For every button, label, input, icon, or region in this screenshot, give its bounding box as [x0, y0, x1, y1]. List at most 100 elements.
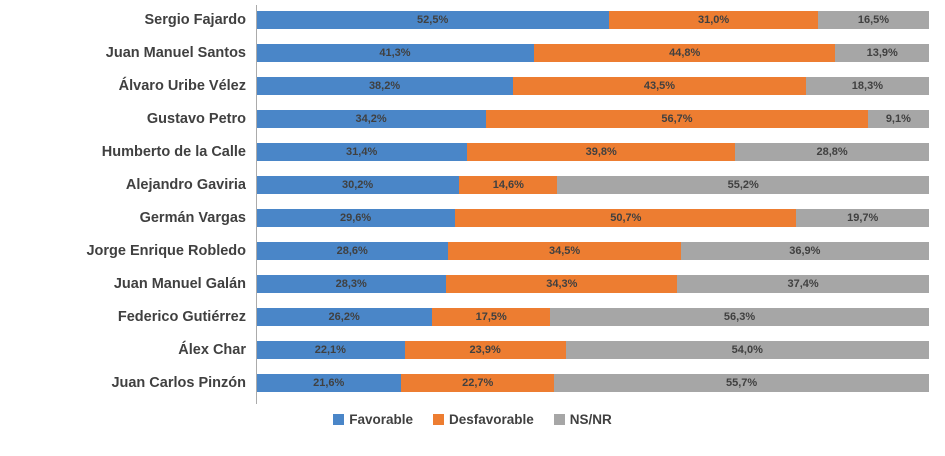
bar-segment-favorable: 31,4% — [256, 142, 468, 161]
category-label: Sergio Fajardo — [144, 11, 246, 28]
bar-value-label: 54,0% — [731, 343, 763, 356]
bar-value-label: 30,2% — [342, 178, 374, 191]
bar-segment-ns-nr: 16,5% — [817, 10, 929, 29]
bar-value-label: 55,7% — [725, 376, 758, 389]
bar-segment-desfavorable: 50,7% — [455, 208, 797, 227]
bar-value-label: 55,2% — [727, 178, 759, 191]
bar-segment-ns-nr: 37,4% — [677, 274, 929, 293]
bar-value-label: 31,0% — [698, 13, 730, 26]
chart-row: Jorge Enrique Robledo 28,6% 34,5% 36,9% — [0, 234, 945, 267]
category-label: Juan Carlos Pinzón — [111, 374, 246, 391]
bar-segment-desfavorable: 43,5% — [513, 76, 806, 95]
bar-segment-favorable: 29,6% — [256, 208, 456, 227]
bar-segment-ns-nr: 54,0% — [565, 340, 929, 359]
bar-segment-favorable: 22,1% — [256, 340, 405, 359]
legend-swatch-desfavorable — [432, 414, 444, 425]
bar-value-label: 19,7% — [847, 211, 879, 224]
stacked-bar: 31,4% 39,8% 28,8% — [256, 142, 929, 161]
bar-value-label: 37,4% — [787, 277, 819, 290]
bar-value-label: 26,2% — [328, 310, 360, 323]
bar-segment-favorable: 38,2% — [256, 76, 514, 95]
category-label: Humberto de la Calle — [101, 143, 246, 160]
legend-item-favorable: Favorable — [333, 412, 413, 427]
stacked-bar: 41,3% 44,8% 13,9% — [256, 43, 929, 62]
bar-value-label: 28,3% — [335, 277, 367, 290]
bar-value-label: 23,9% — [469, 343, 501, 356]
bar-value-label: 22,1% — [314, 343, 346, 356]
chart-row: Juan Manuel Santos 41,3% 44,8% 13,9% — [0, 36, 945, 69]
bar-segment-favorable: 28,6% — [256, 241, 449, 260]
bar-value-label: 13,9% — [866, 46, 898, 59]
bar-segment-ns-nr: 9,1% — [867, 109, 929, 128]
bar-segment-favorable: 21,6% — [256, 373, 402, 392]
category-label: Juan Manuel Santos — [105, 44, 246, 61]
bar-segment-favorable: 41,3% — [256, 43, 534, 62]
bar-value-label: 56,3% — [723, 310, 756, 323]
legend-item-desfavorable: Desfavorable — [432, 412, 534, 427]
bar-segment-desfavorable: 14,6% — [459, 175, 558, 194]
category-label: Juan Manuel Galán — [113, 275, 246, 292]
category-label: Federico Gutiérrez — [117, 308, 246, 325]
legend-label: Desfavorable — [448, 412, 534, 427]
bar-value-label: 34,3% — [546, 277, 578, 290]
bar-value-label: 34,2% — [355, 112, 387, 125]
category-label: Gustavo Petro — [146, 110, 246, 127]
bar-value-label: 38,2% — [368, 79, 401, 92]
category-label: Germán Vargas — [139, 209, 246, 226]
legend-swatch-favorable — [333, 414, 345, 425]
legend-swatch-ns-nr — [553, 414, 565, 425]
bar-segment-desfavorable: 34,5% — [448, 241, 681, 260]
bar-value-label: 52,5% — [417, 13, 449, 26]
category-axis-line — [256, 5, 257, 404]
bar-value-label: 22,7% — [462, 376, 494, 389]
stacked-bar: 28,3% 34,3% 37,4% — [256, 274, 929, 293]
stacked-bar: 38,2% 43,5% 18,3% — [256, 76, 929, 95]
category-label: Álvaro Uribe Vélez — [118, 77, 246, 94]
chart-row: Sergio Fajardo 52,5% 31,0% 16,5% — [0, 3, 945, 36]
chart-row: Federico Gutiérrez 26,2% 17,5% 56,3% — [0, 300, 945, 333]
bar-value-label: 36,9% — [789, 244, 821, 257]
bar-value-label: 17,5% — [475, 310, 507, 323]
stacked-bar: 21,6% 22,7% 55,7% — [256, 373, 929, 392]
bar-value-label: 41,3% — [379, 46, 411, 59]
bar-value-label: 18,3% — [851, 79, 883, 92]
chart-row: Gustavo Petro 34,2% 56,7% 9,1% — [0, 102, 945, 135]
category-label: Jorge Enrique Robledo — [86, 242, 246, 259]
stacked-bar: 26,2% 17,5% 56,3% — [256, 307, 929, 326]
chart-row: Juan Carlos Pinzón 21,6% 22,7% 55,7% — [0, 366, 945, 399]
bar-segment-desfavorable: 34,3% — [446, 274, 678, 293]
bar-segment-ns-nr: 56,3% — [550, 307, 929, 326]
bar-segment-desfavorable: 56,7% — [486, 109, 868, 128]
bar-segment-favorable: 34,2% — [256, 109, 487, 128]
bar-value-label: 14,6% — [492, 178, 524, 191]
bar-value-label: 16,5% — [857, 13, 890, 26]
bar-value-label: 29,6% — [340, 211, 372, 224]
bar-value-label: 44,8% — [669, 46, 701, 59]
bar-segment-ns-nr: 18,3% — [805, 76, 929, 95]
bar-value-label: 28,8% — [816, 145, 848, 158]
chart-row: Juan Manuel Galán 28,3% 34,3% 37,4% — [0, 267, 945, 300]
stacked-bar: 30,2% 14,6% 55,2% — [256, 175, 929, 194]
bar-segment-desfavorable: 22,7% — [401, 373, 555, 392]
bar-value-label: 50,7% — [610, 211, 642, 224]
stacked-bar: 34,2% 56,7% 9,1% — [256, 109, 929, 128]
bar-value-label: 28,6% — [336, 244, 368, 257]
bar-segment-ns-nr: 13,9% — [835, 43, 929, 62]
bar-value-label: 31,4% — [346, 145, 378, 158]
bar-segment-favorable: 30,2% — [256, 175, 460, 194]
stacked-bar: 52,5% 31,0% 16,5% — [256, 10, 929, 29]
bar-value-label: 21,6% — [313, 376, 345, 389]
bar-segment-desfavorable: 44,8% — [533, 43, 836, 62]
legend-item-ns-nr: NS/NR — [553, 412, 612, 427]
bar-value-label: 34,5% — [548, 244, 581, 257]
chart-plot-area: Sergio Fajardo 52,5% 31,0% 16,5% Juan Manuel… — [0, 3, 945, 404]
bar-value-label: 9,1% — [885, 112, 911, 125]
bar-segment-ns-nr: 28,8% — [735, 142, 929, 161]
bar-segment-desfavorable: 23,9% — [404, 340, 566, 359]
category-label: Álex Char — [178, 341, 246, 358]
category-label: Alejandro Gaviria — [125, 176, 246, 193]
bar-segment-favorable: 28,3% — [256, 274, 447, 293]
bar-value-label: 39,8% — [585, 145, 617, 158]
chart-legend: Favorable Desfavorable NS/NR — [0, 412, 945, 427]
